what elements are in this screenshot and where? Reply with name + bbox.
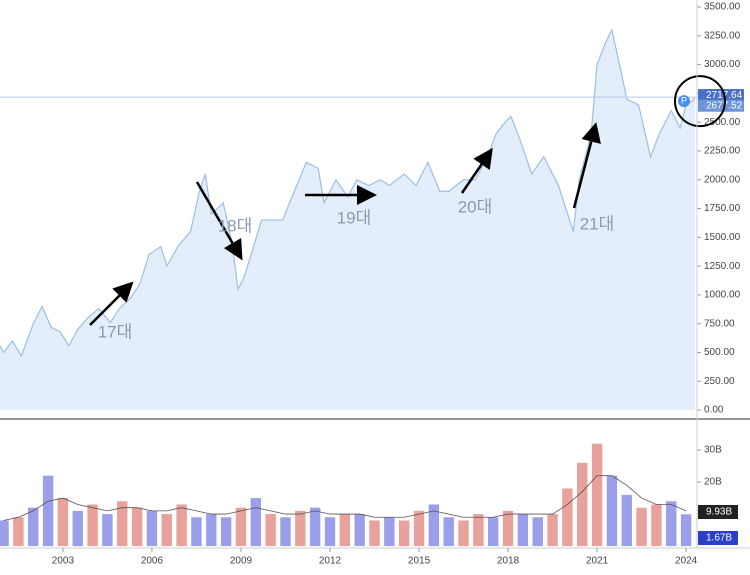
volume-bar — [473, 514, 484, 547]
annotation: 21대 — [580, 214, 615, 233]
volume-bar — [562, 488, 573, 547]
y-tick-label: 1500.00 — [704, 232, 741, 243]
annotation: 19대 — [337, 208, 372, 227]
volume-bar — [206, 514, 217, 547]
volume-bar — [220, 517, 232, 547]
volume-bar — [102, 514, 113, 547]
highlight-circle — [674, 75, 726, 128]
badge-label: P — [681, 95, 687, 105]
volume-bar — [636, 507, 647, 547]
volume-bar — [42, 475, 54, 547]
volume-bar — [384, 517, 395, 547]
y-tick-label: 2500.00 — [704, 117, 741, 128]
y-tick-label: 750.00 — [704, 318, 735, 329]
volume-bar — [28, 507, 39, 547]
volume-tag — [698, 505, 738, 519]
y-tick-label: 500.00 — [704, 347, 735, 358]
volume-bar — [428, 504, 440, 547]
volume-bar — [398, 520, 410, 547]
arrow — [460, 147, 493, 194]
price-tag — [698, 89, 744, 102]
volume-bar — [161, 514, 172, 547]
x-tick-label: 2003 — [52, 556, 75, 567]
volume-bar — [309, 507, 321, 547]
price-line — [0, 28, 696, 358]
y-tick-label: 1750.00 — [704, 203, 741, 214]
annotation: 17대 — [98, 322, 133, 341]
y-tick-label: 20B — [704, 477, 722, 488]
annotation: 18대 — [218, 216, 253, 235]
y-tick-label: 30B — [704, 445, 722, 456]
volume-bar — [532, 517, 543, 547]
volume-bar — [443, 517, 454, 547]
volume-bar — [13, 517, 24, 547]
arrow — [572, 122, 601, 209]
volume-bar — [131, 507, 143, 547]
arrows — [89, 122, 601, 326]
y-tick-label: 1250.00 — [704, 261, 741, 272]
volume-ma — [3, 475, 687, 521]
arrow — [89, 281, 134, 326]
volume-bar — [87, 504, 98, 547]
volume-bar — [117, 501, 128, 547]
price-tag — [698, 99, 744, 112]
volume-tag — [698, 531, 738, 545]
y-tick-label: 3000.00 — [704, 59, 741, 70]
volume-bar — [458, 520, 469, 547]
y-tick-label: 250.00 — [704, 376, 735, 387]
volume-bar — [547, 514, 558, 547]
volume-bar — [146, 510, 158, 547]
annotation: 20대 — [458, 197, 493, 216]
volume-bar — [591, 443, 603, 547]
volume-bar — [502, 510, 514, 547]
x-tick-label: 2015 — [408, 556, 431, 567]
y-tick-label: 0.00 — [704, 405, 724, 416]
volume-bar — [176, 504, 187, 547]
y-tick-label: 2000.00 — [704, 174, 741, 185]
volume-bar — [235, 507, 247, 547]
volume-bar — [265, 514, 276, 547]
y-tick-label: 2250.00 — [704, 146, 741, 157]
volume-bar — [606, 475, 618, 547]
volume-bar — [339, 514, 351, 547]
x-tick-label: 2012 — [319, 556, 342, 567]
volume-bar — [666, 501, 677, 547]
volume-bar — [621, 494, 632, 547]
volume-bar — [577, 462, 588, 547]
x-tick-label: 2018 — [497, 556, 520, 567]
volume-bar — [354, 514, 365, 547]
volume-tag-label: 1.67B — [706, 533, 732, 544]
y-tick-label: 3250.00 — [704, 30, 741, 41]
volume-bar — [488, 517, 499, 547]
volume-bar — [57, 498, 69, 547]
volume-bar — [369, 520, 380, 547]
y-tick-label: 1000.00 — [704, 290, 741, 301]
arrow — [195, 181, 243, 261]
volume-bar — [191, 517, 202, 547]
volume-bar — [280, 517, 291, 547]
volume-bar — [324, 517, 336, 547]
area-fill — [0, 30, 695, 411]
x-tick-label: 2009 — [230, 556, 253, 567]
volume-bar — [651, 504, 662, 547]
volume-bar — [680, 514, 692, 547]
y-tick-label: 3500.00 — [704, 2, 741, 13]
volume-bar — [250, 498, 261, 547]
volume-bar — [517, 514, 529, 547]
volume-bar — [295, 510, 306, 547]
x-tick-label: 2024 — [675, 556, 698, 567]
volume-bar — [413, 510, 425, 547]
volume-bar — [0, 520, 9, 547]
x-tick-label: 2006 — [141, 556, 164, 567]
badge — [678, 95, 690, 108]
volume-tag-label: 9.93B — [706, 507, 732, 518]
volume-bar — [72, 510, 83, 547]
x-tick-label: 2021 — [586, 556, 609, 567]
